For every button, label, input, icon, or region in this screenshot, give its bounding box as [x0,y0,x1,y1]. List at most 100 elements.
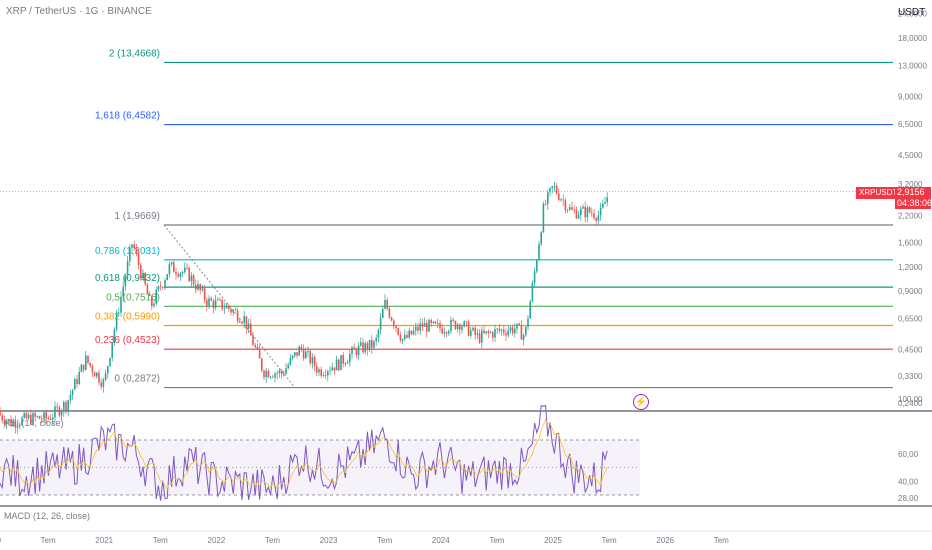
candle-body [307,350,309,352]
candle-body [313,357,316,367]
candle-body [214,300,217,308]
candle-body [87,355,89,363]
rsi-label[interactable]: RSI (14, close) [4,418,64,428]
candle-body [111,342,113,358]
candle-body [32,413,34,425]
candle-body [335,359,338,371]
candle-body [529,301,531,319]
candle-body [324,375,327,376]
candle-body [316,366,318,373]
candle-body [333,367,336,371]
candle-body [263,370,265,378]
candle-body [423,322,426,327]
candle-body [364,343,366,353]
candle-body [45,412,47,419]
candle-body [368,339,371,350]
candle-body [47,418,50,420]
candle-body [199,284,201,291]
candle-body [344,363,347,365]
price-tick-label: 3,2000 [898,180,923,189]
candle-body [569,207,571,210]
candle-body [300,346,303,349]
candle-body [373,341,375,348]
candle-body [520,324,523,340]
candle-body [320,369,322,376]
candle-body [410,330,413,335]
candle-body [283,373,285,375]
candle-body [276,373,278,375]
time-tick-label: Tem [714,536,729,545]
rsi-tick-label: 100,00 [898,395,923,404]
candle-body [294,352,296,356]
candle-body [577,215,580,219]
candle-body [166,274,168,281]
price-tick-label: 24,0000 [898,10,927,19]
time-tick-label: Tem [265,536,280,545]
macd-label[interactable]: MACD (12, 26, close) [4,511,91,521]
candle-body [441,328,443,334]
candle-body [157,286,160,290]
candle-body [137,253,140,265]
candle-body [531,283,534,302]
candle-body [584,206,586,218]
candle-body [338,359,340,371]
candle-body [148,293,151,296]
candle-body [496,328,498,330]
candle-body [379,317,382,330]
candle-body [415,326,417,331]
candle-body [265,370,267,378]
rsi-ma-line [0,418,608,490]
price-tick-label: 9,0000 [898,92,923,101]
candle-body [195,284,197,290]
candle-body [329,370,331,372]
candle-body [439,323,441,329]
candle-body [588,207,591,213]
candle-body [417,326,419,331]
candle-body [549,188,551,193]
candle-body [485,331,487,334]
candle-body [388,308,391,318]
rsi-line [0,404,608,501]
candle-body [135,248,138,254]
candle-body [597,215,600,221]
candle-body [503,329,505,333]
price-tick-label: 2,2000 [898,212,923,221]
symbol-title[interactable]: XRP / TetherUS · 1G · BINANCE [6,6,152,17]
candle-body [36,416,39,417]
candle-body [525,326,527,336]
price-tick-label: 0,3300 [898,372,923,381]
candle-body [173,262,175,273]
candle-body [470,330,472,336]
candle-body [366,343,369,350]
fib-level-label: 0,382 (0,5990) [95,311,160,322]
candle-body [168,264,171,275]
candle-body [133,244,135,249]
fib-level-label: 1,618 (6,4582) [95,111,160,122]
candle-body [109,357,111,367]
candle-body [1,415,3,421]
rsi-tick-label: 60,00 [898,450,919,459]
candle-body [386,299,388,309]
fib-level-label: 0,786 (1,3031) [95,246,160,257]
price-tick-label: 0,2400 [898,399,923,408]
candle-body [144,272,146,285]
candle-body [129,247,131,262]
candle-body [478,333,481,343]
price-tick-label: 18,0000 [898,34,927,43]
candle-body [509,327,512,331]
candle-body [360,342,362,346]
candle-body [492,332,494,338]
candle-body [280,370,283,374]
lightning-bolt-icon[interactable]: ⚡ [633,394,649,410]
fib-level-label: 0,236 (0,4523) [95,335,160,346]
candle-body [450,319,452,332]
candle-body [586,207,589,218]
candle-body [516,323,518,329]
candle-body [505,332,507,336]
candle-body [476,333,479,335]
candle-body [223,308,226,309]
candle-body [164,280,166,288]
candle-body [432,321,435,323]
candle-body [544,203,547,205]
